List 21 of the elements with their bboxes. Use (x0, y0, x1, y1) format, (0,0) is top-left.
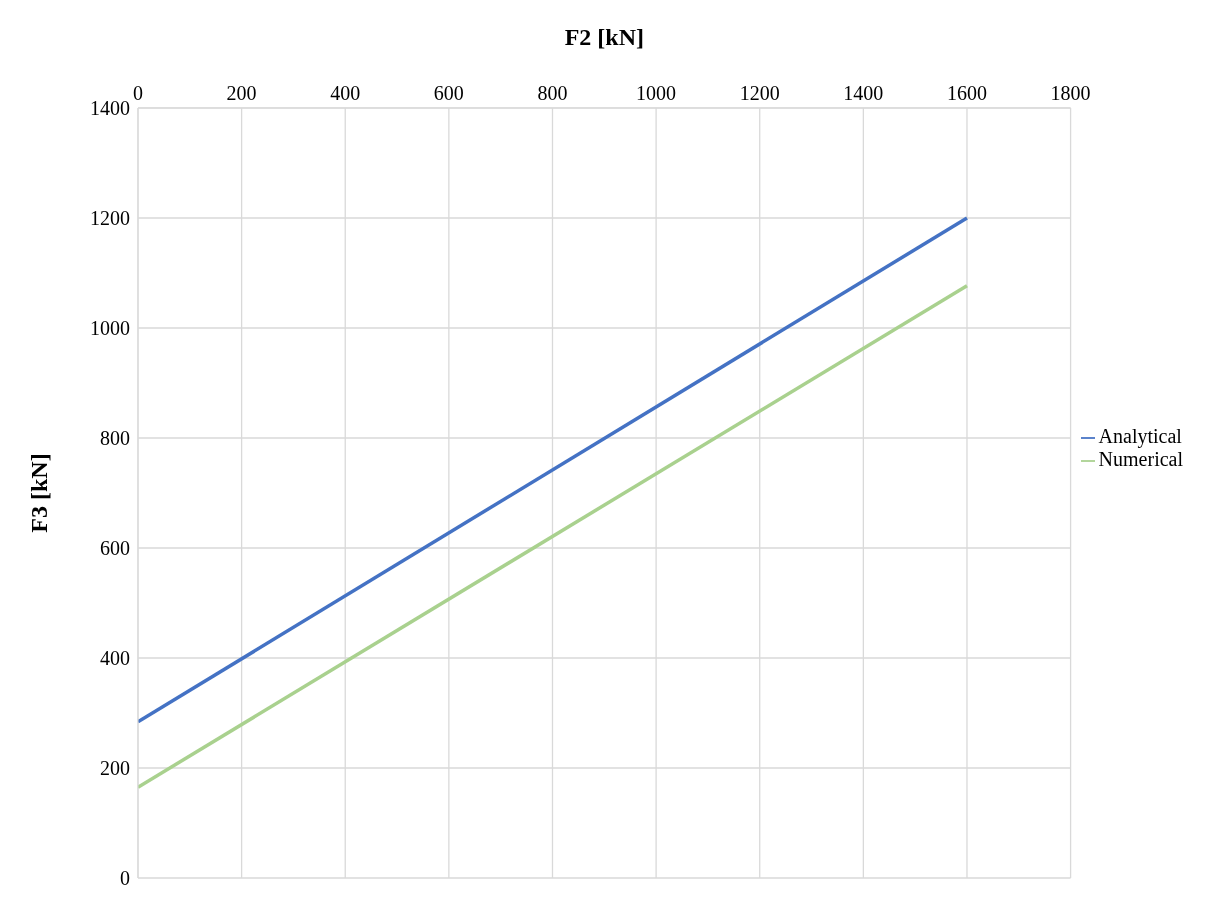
legend-label: Analytical (1098, 425, 1182, 447)
y-tick-label: 800 (100, 427, 130, 450)
x-tick-label: 400 (330, 82, 361, 104)
x-tick-label: 600 (433, 82, 464, 104)
x-axis-title: F2 [kN] (564, 24, 644, 51)
y-axis-title: F3 [kN] (25, 453, 52, 533)
y-tick-label: 600 (100, 537, 130, 560)
x-tick-label: 1200 (739, 82, 780, 104)
x-tick-label: 1000 (636, 82, 677, 104)
x-tick-label: 1400 (843, 82, 884, 104)
x-tick-label: 1800 (1050, 82, 1091, 104)
y-tick-label: 400 (100, 647, 130, 670)
y-tick-label: 200 (100, 757, 130, 780)
y-tick-label: 1000 (90, 317, 130, 340)
x-tick-label: 200 (226, 82, 257, 104)
x-tick-label: 1600 (946, 82, 987, 104)
x-tick-label: 800 (537, 82, 568, 104)
y-tick-label: 0 (120, 867, 130, 890)
y-tick-label: 1200 (90, 207, 130, 230)
y-tick-label: 1400 (90, 97, 130, 120)
legend-label: Numerical (1098, 448, 1183, 470)
